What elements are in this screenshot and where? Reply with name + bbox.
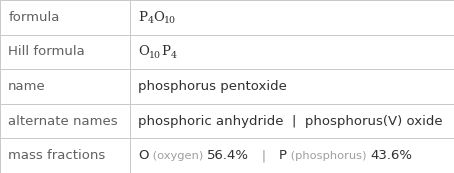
Text: alternate names: alternate names [8, 115, 118, 128]
Text: (oxygen): (oxygen) [149, 151, 207, 161]
Text: mass fractions: mass fractions [8, 149, 105, 162]
Text: P: P [279, 149, 287, 162]
Text: P: P [161, 45, 170, 58]
Text: phosphoric anhydride  |  phosphorus(V) oxide: phosphoric anhydride | phosphorus(V) oxi… [138, 115, 443, 128]
Text: O: O [138, 149, 149, 162]
Text: name: name [8, 80, 46, 93]
Text: (phosphorus): (phosphorus) [287, 151, 370, 161]
Text: Hill formula: Hill formula [8, 45, 85, 58]
Text: formula: formula [8, 11, 59, 24]
Text: 4: 4 [170, 51, 176, 60]
Text: O: O [153, 11, 164, 24]
Text: 10: 10 [164, 16, 176, 25]
Text: P: P [138, 11, 148, 24]
Text: 4: 4 [148, 16, 153, 25]
Text: O: O [138, 45, 149, 58]
Text: |: | [249, 149, 279, 162]
Text: 43.6%: 43.6% [370, 149, 412, 162]
Text: 56.4%: 56.4% [207, 149, 249, 162]
Text: phosphorus pentoxide: phosphorus pentoxide [138, 80, 287, 93]
Text: 10: 10 [149, 51, 161, 60]
